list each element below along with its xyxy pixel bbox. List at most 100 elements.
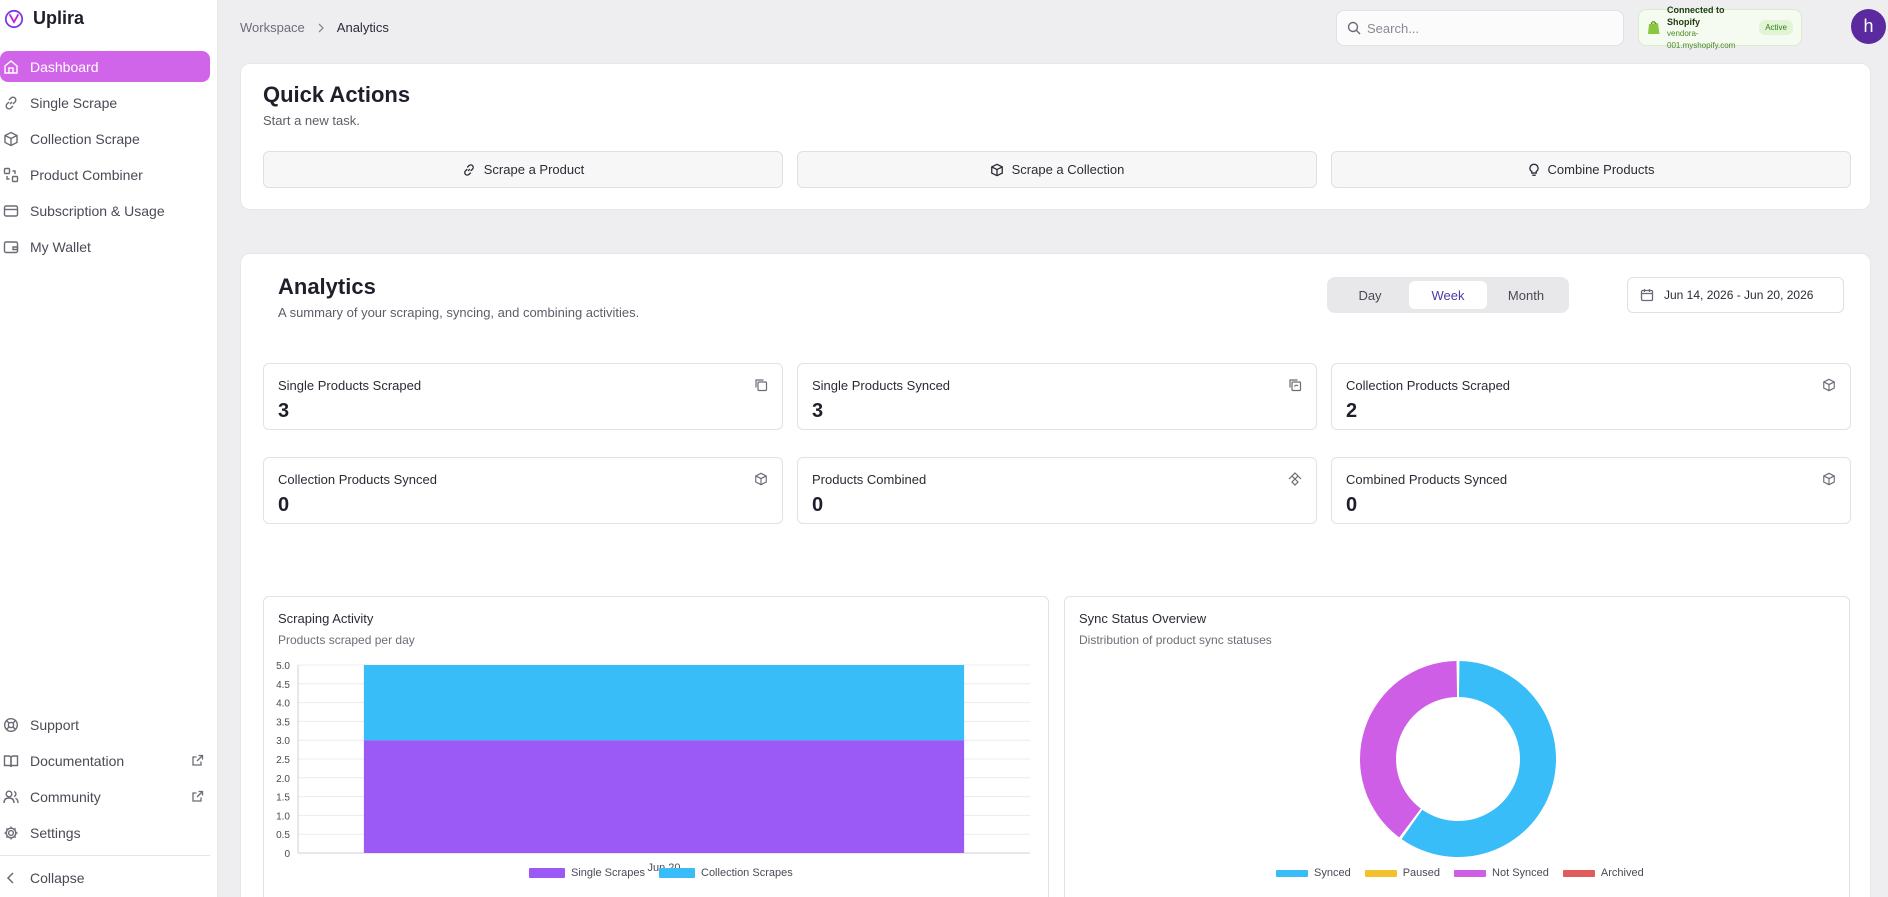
collapse-button[interactable]: Collapse — [0, 862, 210, 893]
chart-title: Sync Status Overview — [1079, 611, 1207, 626]
legend-swatch — [1454, 869, 1487, 877]
shopify-connection[interactable]: Connected to Shopify vendora-001.myshopi… — [1638, 5, 1802, 50]
scrape-collection-label: Scrape a Collection — [1011, 162, 1125, 177]
sidebar-item-label: Support — [30, 716, 80, 733]
legend-item-single-scrapes[interactable]: Single Scrapes — [529, 867, 645, 879]
sidebar: Uplira Dashboard Single Scrape Collectio… — [0, 0, 218, 897]
sidebar-item-label: My Wallet — [30, 238, 91, 255]
chart-title: Scraping Activity — [278, 611, 374, 626]
logo-icon — [4, 9, 24, 29]
period-toggle: Day Week Month — [1327, 277, 1569, 313]
bar-single-scrapes[interactable] — [363, 740, 965, 853]
y-tick-label: 0 — [284, 849, 290, 860]
brand-name: Uplira — [33, 8, 85, 28]
lifebuoy-icon — [2, 716, 20, 734]
collapse-label: Collapse — [30, 869, 85, 886]
y-tick-label: 1.5 — [276, 793, 290, 804]
home-icon — [2, 58, 20, 76]
sidebar-item-support[interactable]: Support — [0, 709, 210, 740]
sidebar-item-my-wallet[interactable]: My Wallet — [0, 231, 210, 262]
bar-collection-scrapes[interactable] — [363, 665, 965, 741]
stat-label: Single Products Scraped — [278, 378, 422, 393]
scraping-activity-card: Scraping Activity Products scraped per d… — [263, 596, 1049, 897]
legend-label: Synced — [1314, 867, 1351, 879]
sidebar-item-label: Subscription & Usage — [30, 202, 165, 219]
sidebar-item-label: Dashboard — [30, 58, 99, 75]
sidebar-item-label: Settings — [30, 824, 81, 841]
slice-synced[interactable] — [1401, 661, 1556, 857]
combine-products-button[interactable]: Combine Products — [1331, 151, 1851, 188]
sidebar-item-label: Community — [30, 788, 101, 805]
slice-not-synced[interactable] — [1360, 661, 1458, 838]
quick-actions-subtitle: Start a new task. — [263, 113, 360, 128]
legend-label: Single Scrapes — [571, 867, 645, 879]
sidebar-item-documentation[interactable]: Documentation — [0, 745, 210, 776]
box-icon — [990, 163, 1004, 177]
chevron-right-icon — [317, 23, 325, 33]
legend-label: Not Synced — [1492, 867, 1549, 879]
stat-value: 2 — [1346, 400, 1358, 422]
breadcrumb-workspace[interactable]: Workspace — [240, 20, 305, 35]
legend-item-synced[interactable]: Synced — [1276, 867, 1351, 879]
combine-icon — [1288, 472, 1302, 486]
period-week[interactable]: Week — [1409, 281, 1487, 309]
scrape-collection-button[interactable]: Scrape a Collection — [797, 151, 1317, 188]
breadcrumb: Workspace Analytics — [240, 20, 389, 35]
box-icon — [2, 130, 20, 148]
gear-icon — [2, 824, 20, 842]
y-tick-label: 1.0 — [276, 811, 290, 822]
chevron-left-icon — [2, 869, 20, 887]
sidebar-item-settings[interactable]: Settings — [0, 817, 210, 848]
date-range-value: Jun 14, 2026 - Jun 20, 2026 — [1664, 288, 1814, 302]
date-range-picker[interactable]: Jun 14, 2026 - Jun 20, 2026 — [1627, 277, 1844, 313]
box-sync-icon — [1822, 472, 1836, 486]
stat-single-products-scraped: Single Products Scraped 3 — [263, 363, 783, 430]
legend-label: Collection Scrapes — [701, 867, 793, 879]
book-icon — [2, 752, 20, 770]
legend-swatch — [1364, 869, 1397, 877]
legend-item-paused[interactable]: Paused — [1364, 867, 1441, 879]
stat-value: 3 — [278, 400, 290, 422]
brand[interactable]: Uplira — [4, 8, 84, 29]
status-badge: Active — [1759, 20, 1793, 35]
external-link-icon — [191, 754, 204, 767]
sidebar-item-dashboard[interactable]: Dashboard — [0, 51, 210, 82]
y-tick-label: 3.5 — [276, 717, 290, 728]
search-box — [1336, 10, 1624, 46]
sidebar-item-label: Documentation — [30, 752, 125, 769]
bar-legend: Single Scrapes Collection Scrapes — [529, 867, 793, 879]
legend-label: Paused — [1402, 867, 1441, 879]
sidebar-item-single-scrape[interactable]: Single Scrape — [0, 87, 210, 118]
scrape-product-button[interactable]: Scrape a Product — [263, 151, 783, 188]
y-tick-label: 0.5 — [276, 830, 290, 841]
avatar[interactable]: h — [1851, 9, 1886, 44]
donut-legend: Synced Paused Not Synced Archived — [1276, 867, 1644, 879]
quick-actions-title: Quick Actions — [263, 82, 411, 107]
external-link-icon — [191, 790, 204, 803]
period-day[interactable]: Day — [1358, 287, 1382, 303]
shopify-domain: vendora-001.myshopify.com — [1667, 28, 1736, 50]
sidebar-item-subscription[interactable]: Subscription & Usage — [0, 195, 210, 226]
sidebar-item-collection-scrape[interactable]: Collection Scrape — [0, 123, 210, 154]
search-input[interactable] — [1367, 20, 1607, 36]
legend-swatch — [659, 868, 695, 878]
sidebar-item-community[interactable]: Community — [0, 781, 210, 812]
y-tick-label: 4.5 — [276, 680, 290, 691]
stat-single-products-synced: Single Products Synced 3 — [797, 363, 1317, 430]
copy-sync-icon — [1288, 378, 1302, 392]
stat-value: 0 — [278, 494, 290, 516]
legend-item-archived[interactable]: Archived — [1562, 867, 1644, 879]
sidebar-divider — [0, 855, 210, 856]
y-tick-label: 4.0 — [276, 699, 290, 710]
shopify-title: Connected to Shopify — [1667, 4, 1725, 27]
legend-item-collection-scrapes[interactable]: Collection Scrapes — [659, 867, 793, 879]
legend-item-not-synced[interactable]: Not Synced — [1454, 867, 1549, 879]
sidebar-item-label: Product Combiner — [30, 166, 143, 183]
sidebar-bottom-nav: Support Documentation Community Settings — [0, 709, 210, 853]
combine-products-label: Combine Products — [1547, 162, 1655, 177]
period-month[interactable]: Month — [1507, 287, 1545, 303]
stat-label: Single Products Synced — [812, 378, 951, 393]
y-tick-label: 5.0 — [276, 661, 290, 672]
legend-swatch — [1276, 869, 1308, 877]
sidebar-item-product-combiner[interactable]: Product Combiner — [0, 159, 210, 190]
